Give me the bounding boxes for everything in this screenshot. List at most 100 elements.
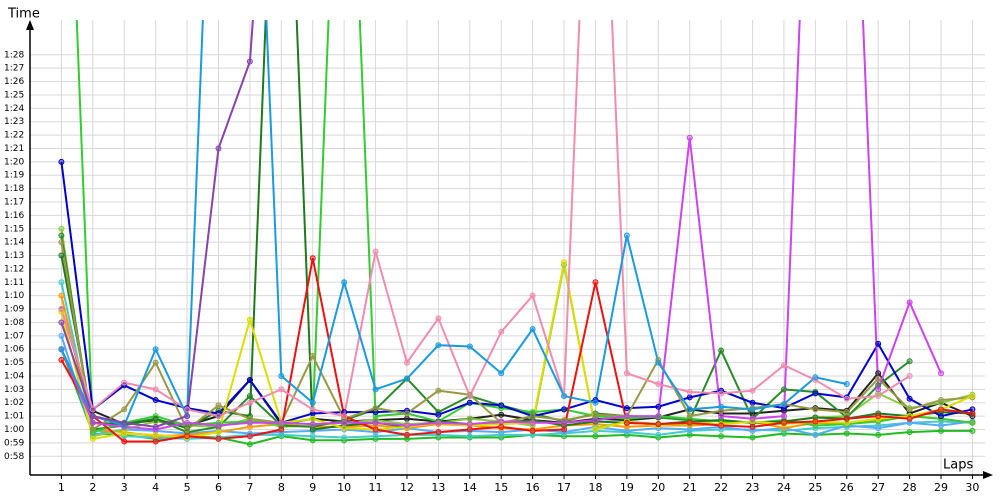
data-point (309, 406, 316, 413)
data-point (58, 319, 65, 326)
data-point (121, 430, 128, 437)
data-point (592, 426, 599, 433)
data-point (906, 429, 913, 436)
data-point (812, 374, 819, 381)
y-tick-label: 1:24 (4, 104, 24, 114)
x-tick-label: 15 (494, 481, 508, 494)
data-point (686, 389, 693, 396)
data-point (184, 426, 191, 433)
data-point (372, 419, 379, 426)
data-point (152, 431, 159, 438)
data-point (561, 259, 568, 266)
data-point (906, 415, 913, 422)
series-line (60, 258, 973, 443)
x-tick-label: 13 (431, 481, 445, 494)
series-line (60, 20, 973, 431)
y-tick-label: 1:16 (4, 211, 24, 221)
data-point (58, 225, 65, 232)
x-tick-label: 19 (620, 481, 634, 494)
data-point (341, 434, 348, 441)
data-point (969, 419, 976, 426)
y-tick-label: 1:28 (4, 50, 24, 60)
y-tick-label: 1:23 (4, 117, 24, 127)
data-point (780, 419, 787, 426)
data-point (89, 435, 96, 442)
data-point (529, 427, 536, 434)
x-tick-label: 5 (184, 481, 191, 494)
data-point (655, 413, 662, 420)
data-point (623, 405, 630, 412)
data-point (341, 419, 348, 426)
data-point (215, 402, 222, 409)
x-tick-label: 16 (526, 481, 540, 494)
data-point (466, 426, 473, 433)
data-point (372, 426, 379, 433)
y-tick-label: 0:59 (4, 438, 24, 448)
data-point (152, 438, 159, 445)
data-point (875, 425, 882, 432)
y-tick-label: 1:12 (4, 264, 24, 274)
data-point (780, 405, 787, 412)
data-point (655, 431, 662, 438)
x-tick-label: 30 (965, 481, 979, 494)
data-point (341, 413, 348, 420)
data-point (938, 413, 945, 420)
data-point (466, 393, 473, 400)
data-point (435, 387, 442, 394)
x-axis-title: Laps (943, 458, 973, 473)
series-line (60, 20, 254, 428)
x-tick-label: 1 (58, 481, 65, 494)
x-tick-label: 9 (309, 481, 316, 494)
data-point (592, 399, 599, 406)
x-tick-label: 14 (463, 481, 477, 494)
data-point (780, 401, 787, 408)
y-tick-label: 1:27 (4, 64, 24, 74)
data-point (215, 145, 222, 152)
data-point (309, 399, 316, 406)
data-point (246, 393, 253, 400)
data-point (152, 346, 159, 353)
data-point (372, 386, 379, 393)
data-point (246, 441, 253, 448)
data-point (58, 292, 65, 299)
data-point (718, 422, 725, 429)
data-point (749, 399, 756, 406)
x-tick-label: 27 (871, 481, 885, 494)
data-point (655, 421, 662, 428)
data-point (906, 372, 913, 379)
data-point (152, 397, 159, 404)
data-point (749, 434, 756, 441)
y-tick-label: 1:08 (4, 318, 24, 328)
data-point (686, 413, 693, 420)
data-point (780, 413, 787, 420)
data-point (938, 427, 945, 434)
x-tick-label: 23 (746, 481, 760, 494)
data-point (309, 437, 316, 444)
data-point (529, 326, 536, 333)
series-line (60, 241, 973, 432)
data-point (403, 415, 410, 422)
data-point (466, 421, 473, 428)
data-point (812, 431, 819, 438)
data-point (875, 370, 882, 377)
data-point (561, 426, 568, 433)
data-point (466, 433, 473, 440)
data-point (246, 316, 253, 323)
data-point (309, 352, 316, 359)
data-point (89, 413, 96, 420)
data-point (655, 403, 662, 410)
data-point (498, 370, 505, 377)
data-point (969, 406, 976, 413)
data-point (309, 433, 316, 440)
data-point (843, 430, 850, 437)
data-point (529, 409, 536, 416)
data-point (309, 255, 316, 262)
series-layer (58, 20, 976, 448)
data-point (529, 292, 536, 299)
y-tick-label: 1:09 (4, 305, 24, 315)
data-point (906, 406, 913, 413)
data-point (246, 415, 253, 422)
data-point (152, 386, 159, 393)
data-point (403, 359, 410, 366)
y-tick-label: 1:22 (4, 131, 24, 141)
